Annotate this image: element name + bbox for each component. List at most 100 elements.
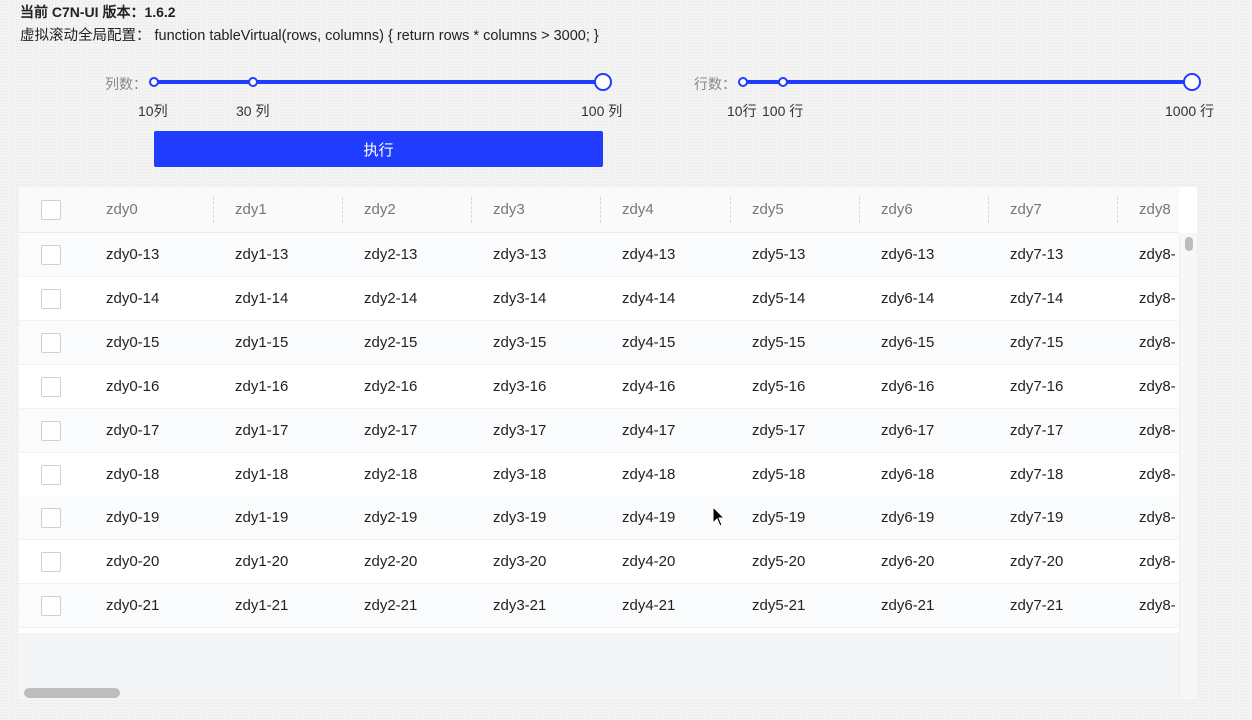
- table-cell: zdy2-21: [364, 597, 418, 614]
- row-checkbox[interactable]: [41, 552, 61, 572]
- table-cell: zdy2-16: [364, 378, 418, 395]
- table-cell: zdy5-21: [752, 597, 806, 614]
- table-cell: zdy0-17: [106, 422, 160, 439]
- table-cell: zdy1-19: [235, 509, 289, 526]
- table-cell: zdy4-13: [622, 246, 676, 263]
- row-slider-dot-10[interactable]: [738, 77, 748, 87]
- table-cell: zdy4-15: [622, 334, 676, 351]
- table-cell: zdy8-: [1139, 466, 1176, 483]
- column-header[interactable]: zdy2: [342, 187, 396, 233]
- table-cell: zdy3-15: [493, 334, 547, 351]
- table-cell: zdy0-13: [106, 246, 160, 263]
- table-cell: zdy1-21: [235, 597, 289, 614]
- table-cell: zdy3-21: [493, 597, 547, 614]
- table-cell: zdy5-20: [752, 553, 806, 570]
- table-cell: zdy8-: [1139, 378, 1176, 395]
- table-cell: zdy0-19: [106, 509, 160, 526]
- row-checkbox[interactable]: [41, 245, 61, 265]
- table-cell: zdy1-13: [235, 246, 289, 263]
- table-cell: zdy8-: [1139, 553, 1176, 570]
- data-table: zdy0 zdy1 zdy2 zdy3 zdy4 zdy5 zdy6 zdy7 …: [19, 187, 1197, 699]
- row-checkbox[interactable]: [41, 465, 61, 485]
- table-cell: zdy3-20: [493, 553, 547, 570]
- table-row[interactable]: zdy0-16 zdy1-16 zdy2-16 zdy3-16 zdy4-16 zdy5-…: [19, 365, 1179, 409]
- horizontal-scrollbar[interactable]: [19, 684, 1179, 698]
- row-slider-dot-100[interactable]: [778, 77, 788, 87]
- table-cell: zdy4-16: [622, 378, 676, 395]
- table-cell: zdy3-16: [493, 378, 547, 395]
- table-cell: zdy7-17: [1010, 422, 1064, 439]
- table-cell: zdy1-17: [235, 422, 289, 439]
- table-cell: zdy8-: [1139, 422, 1176, 439]
- table-cell: zdy2-15: [364, 334, 418, 351]
- table-row[interactable]: zdy0-20 zdy1-20 zdy2-20 zdy3-20 zdy4-20 zdy5-…: [19, 540, 1179, 584]
- select-all-checkbox[interactable]: [41, 200, 61, 220]
- table-row[interactable]: zdy0-17 zdy1-17 zdy2-17 zdy3-17 zdy4-17 zdy5-…: [19, 409, 1179, 453]
- vertical-scrollbar-thumb[interactable]: [1185, 237, 1193, 251]
- table-cell: zdy0-20: [106, 553, 160, 570]
- table-cell: zdy3-14: [493, 290, 547, 307]
- vertical-scrollbar[interactable]: [1179, 233, 1197, 699]
- row-checkbox[interactable]: [41, 421, 61, 441]
- column-slider-dot-10[interactable]: [149, 77, 159, 87]
- table-cell: zdy5-13: [752, 246, 806, 263]
- column-header[interactable]: zdy4: [600, 187, 654, 233]
- horizontal-scrollbar-thumb[interactable]: [24, 688, 120, 698]
- table-empty-area: [19, 633, 1179, 699]
- column-header[interactable]: zdy8: [1117, 187, 1171, 233]
- table-cell: zdy2-20: [364, 553, 418, 570]
- table-row[interactable]: zdy0-15 zdy1-15 zdy2-15 zdy3-15 zdy4-15 zdy5-…: [19, 321, 1179, 365]
- column-slider-track[interactable]: [154, 80, 603, 84]
- table-cell: zdy6-13: [881, 246, 935, 263]
- row-checkbox[interactable]: [41, 508, 61, 528]
- column-slider-dot-30[interactable]: [248, 77, 258, 87]
- column-header[interactable]: zdy6: [859, 187, 913, 233]
- row-checkbox[interactable]: [41, 289, 61, 309]
- execute-button[interactable]: 执行: [154, 131, 603, 167]
- table-cell: zdy0-14: [106, 290, 160, 307]
- table-cell: zdy6-17: [881, 422, 935, 439]
- table-row[interactable]: zdy0-14 zdy1-14 zdy2-14 zdy3-14 zdy4-14 zdy5-…: [19, 277, 1179, 321]
- column-mark-30: 30 列: [236, 103, 270, 119]
- table-cell: zdy7-13: [1010, 246, 1064, 263]
- table-cell: zdy6-16: [881, 378, 935, 395]
- table-cell: zdy0-15: [106, 334, 160, 351]
- table-cell: zdy0-16: [106, 378, 160, 395]
- table-cell: zdy8-: [1139, 246, 1176, 263]
- table-row[interactable]: zdy0-13 zdy1-13 zdy2-13 zdy3-13 zdy4-13 zdy5-…: [19, 233, 1179, 277]
- table-cell: zdy5-15: [752, 334, 806, 351]
- row-checkbox[interactable]: [41, 377, 61, 397]
- table-cell: zdy5-17: [752, 422, 806, 439]
- table-cell: zdy4-19: [622, 509, 676, 526]
- row-checkbox[interactable]: [41, 596, 61, 616]
- row-mark-1000: 1000 行: [1165, 103, 1215, 119]
- table-cell: zdy5-16: [752, 378, 806, 395]
- column-header[interactable]: zdy5: [730, 187, 784, 233]
- table-row[interactable]: zdy0-21 zdy1-21 zdy2-21 zdy3-21 zdy4-21 zdy5-…: [19, 584, 1179, 628]
- table-cell: zdy4-20: [622, 553, 676, 570]
- column-header[interactable]: zdy3: [471, 187, 525, 233]
- table-cell: zdy3-18: [493, 466, 547, 483]
- table-row[interactable]: zdy0-19 zdy1-19 zdy2-19 zdy3-19 zdy4-19 zdy5-…: [19, 496, 1179, 540]
- column-mark-100: 100 列: [581, 103, 623, 119]
- table-cell: zdy7-16: [1010, 378, 1064, 395]
- table-cell: zdy6-21: [881, 597, 935, 614]
- table-cell: zdy6-18: [881, 466, 935, 483]
- table-cell: zdy7-19: [1010, 509, 1064, 526]
- table-cell: zdy3-19: [493, 509, 547, 526]
- row-mark-10: 10行: [727, 103, 757, 119]
- row-slider-handle[interactable]: [1183, 73, 1201, 91]
- row-slider-track[interactable]: [742, 80, 1192, 84]
- table-cell: zdy7-14: [1010, 290, 1064, 307]
- table-cell: zdy5-19: [752, 509, 806, 526]
- column-header[interactable]: zdy0: [106, 201, 138, 218]
- table-cell: zdy6-20: [881, 553, 935, 570]
- row-slider-label: 行数：: [694, 76, 736, 92]
- table-header: zdy0 zdy1 zdy2 zdy3 zdy4 zdy5 zdy6 zdy7 …: [19, 187, 1179, 233]
- column-header[interactable]: zdy7: [988, 187, 1042, 233]
- row-checkbox[interactable]: [41, 333, 61, 353]
- table-row[interactable]: zdy0-18 zdy1-18 zdy2-18 zdy3-18 zdy4-18 zdy5-…: [19, 453, 1179, 497]
- column-header[interactable]: zdy1: [213, 187, 267, 233]
- table-cell: zdy4-14: [622, 290, 676, 307]
- column-slider-handle[interactable]: [594, 73, 612, 91]
